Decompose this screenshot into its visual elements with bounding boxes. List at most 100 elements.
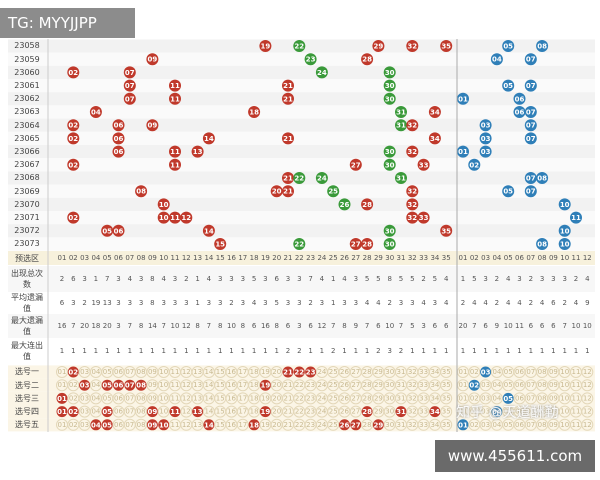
pick-number: 14 [204,381,213,389]
pick-number: 11 [171,368,180,376]
col-number: 30 [385,254,394,262]
pick-number: 07 [125,368,134,376]
pick-number: 08 [538,381,547,389]
stat-value: 9 [585,299,589,307]
pick-number: 11 [572,381,581,389]
stat-value: 1 [540,347,544,355]
pick-number: 13 [193,421,202,429]
stat-value: 1 [433,347,437,355]
pick-number: 06 [114,368,123,376]
col-number: 08 [137,254,146,262]
ball-number: 06 [114,382,124,390]
pick-number: 30 [385,408,394,416]
stat-value: 8 [150,275,154,283]
ball [349,238,362,250]
pick-number: 24 [317,394,326,402]
ball-number: 01 [458,421,468,429]
stat-value: 1 [483,347,487,355]
ball-number: 14 [204,227,214,235]
row-bg [8,184,595,198]
ball [479,132,492,145]
pick-slot [440,405,453,418]
stat-value: 6 [252,322,257,330]
ball [259,379,271,391]
ball [327,185,340,198]
ball [502,185,515,198]
stat-value: 2 [308,299,312,307]
ball-number: 29 [374,43,384,51]
col-number: 08 [538,254,547,262]
ball-number: 06 [114,148,124,156]
pick-number: 08 [538,408,547,416]
ball [383,158,396,171]
stat-value: 1 [410,347,414,355]
ball [383,66,396,79]
stat-value: 3 [263,299,267,307]
ball-number: 22 [294,241,304,249]
ball-number: 07 [526,135,536,143]
col-number: 10 [560,254,569,262]
ball [479,145,492,158]
pick-number: 32 [408,381,417,389]
stat-value: 1 [94,347,98,355]
pick-number: 32 [408,394,417,402]
ball-number: 31 [396,122,406,130]
stat-value: 3 [82,275,86,283]
ball-number: 22 [294,43,304,51]
col-number: 05 [504,254,513,262]
stat-value: 16 [58,322,67,330]
ball [524,132,537,145]
ball-number: 01 [458,148,468,156]
ball-number: 32 [407,43,417,51]
stat-value: 10 [504,322,513,330]
ball [123,66,136,79]
pick-number: 34 [430,381,439,389]
pick-number: 15 [216,381,225,389]
ball-number: 33 [419,214,429,222]
ball-number: 11 [170,82,180,90]
col-number: 23 [306,254,315,262]
pick-number: 19 [261,421,270,429]
ball [89,106,102,118]
stat-value: 10 [572,322,581,330]
pick-number: 25 [329,408,338,416]
stat-value: 3 [116,275,120,283]
stat-value: 3 [297,322,301,330]
ball-number: 30 [385,95,395,103]
ball-number: 01 [57,395,67,403]
ball [491,406,503,418]
ball-number: 09 [148,56,158,64]
ball-number: 14 [204,421,214,429]
stat-value: 6 [71,275,76,283]
pick-number: 07 [526,381,535,389]
pick-number: 17 [238,394,247,402]
stat-value: 5 [252,275,256,283]
pick-number: 27 [351,408,360,416]
pick-number: 07 [526,421,535,429]
stat-value: 1 [195,299,199,307]
stat-value: 3 [540,275,544,283]
stat-value: 8 [241,322,245,330]
ball [293,366,305,378]
pick-number: 27 [351,381,360,389]
ball [202,132,215,145]
row-bg [8,65,595,79]
pick-number: 35 [442,368,451,376]
pick-number: 28 [363,394,372,402]
pick-number: 11 [171,421,180,429]
ball [372,40,385,52]
stat-value: 3 [218,275,222,283]
ball [67,158,80,171]
stat-value: 1 [150,347,154,355]
stat-value: 1 [421,347,425,355]
pick-number: 21 [284,421,293,429]
ball-number: 21 [283,175,293,183]
ball [101,224,114,237]
stat-value: 4 [506,299,511,307]
stat-value: 1 [173,347,177,355]
stat-value: 1 [461,275,465,283]
ball [282,172,294,184]
ball [67,211,80,224]
pick-number: 09 [549,394,558,402]
ball-number: 28 [362,201,372,209]
